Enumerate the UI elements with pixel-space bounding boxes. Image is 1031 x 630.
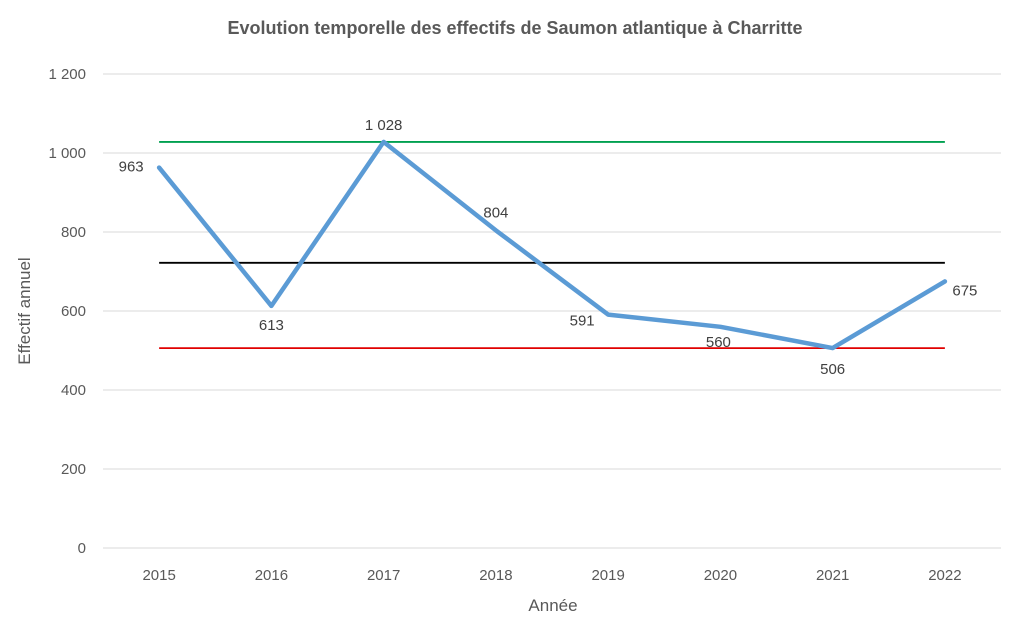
reference-lines: [159, 141, 945, 350]
data-label: 613: [259, 317, 284, 334]
data-label: 506: [820, 361, 845, 378]
series-line: [156, 139, 948, 351]
data-label: 963: [119, 159, 144, 176]
chart-title: Evolution temporelle des effectifs de Sa…: [227, 18, 802, 38]
x-tick-label: 2016: [255, 567, 288, 584]
y-tick-label: 200: [61, 461, 86, 478]
data-labels: 963 613 1 028 804 591 560 506 675: [119, 117, 978, 378]
y-tick-label: 1 000: [48, 145, 86, 162]
y-axis-ticks: 0 200 400 600 800 1 000 1 200: [48, 66, 86, 557]
y-tick-label: 600: [61, 303, 86, 320]
x-tick-label: 2021: [816, 567, 849, 584]
data-label: 560: [706, 334, 731, 351]
x-tick-label: 2017: [367, 567, 400, 584]
x-tick-label: 2019: [591, 567, 624, 584]
x-tick-label: 2018: [479, 567, 512, 584]
gridlines: [103, 73, 1001, 549]
x-axis-ticks: 2015 2016 2017 2018 2019 2020 2021 2022: [142, 567, 961, 584]
y-tick-label: 400: [61, 382, 86, 399]
y-tick-label: 1 200: [48, 66, 86, 83]
series-group: [156, 139, 948, 351]
x-tick-label: 2020: [704, 567, 737, 584]
x-tick-label: 2015: [142, 567, 175, 584]
x-tick-label: 2022: [928, 567, 961, 584]
data-label: 675: [952, 282, 977, 299]
data-label: 804: [483, 204, 508, 221]
x-axis-label: Année: [528, 596, 577, 615]
data-label: 1 028: [365, 117, 403, 134]
y-tick-label: 800: [61, 224, 86, 241]
data-label: 591: [570, 313, 595, 330]
y-tick-label: 0: [78, 540, 86, 557]
y-axis-label: Effectif annuel: [15, 257, 34, 364]
